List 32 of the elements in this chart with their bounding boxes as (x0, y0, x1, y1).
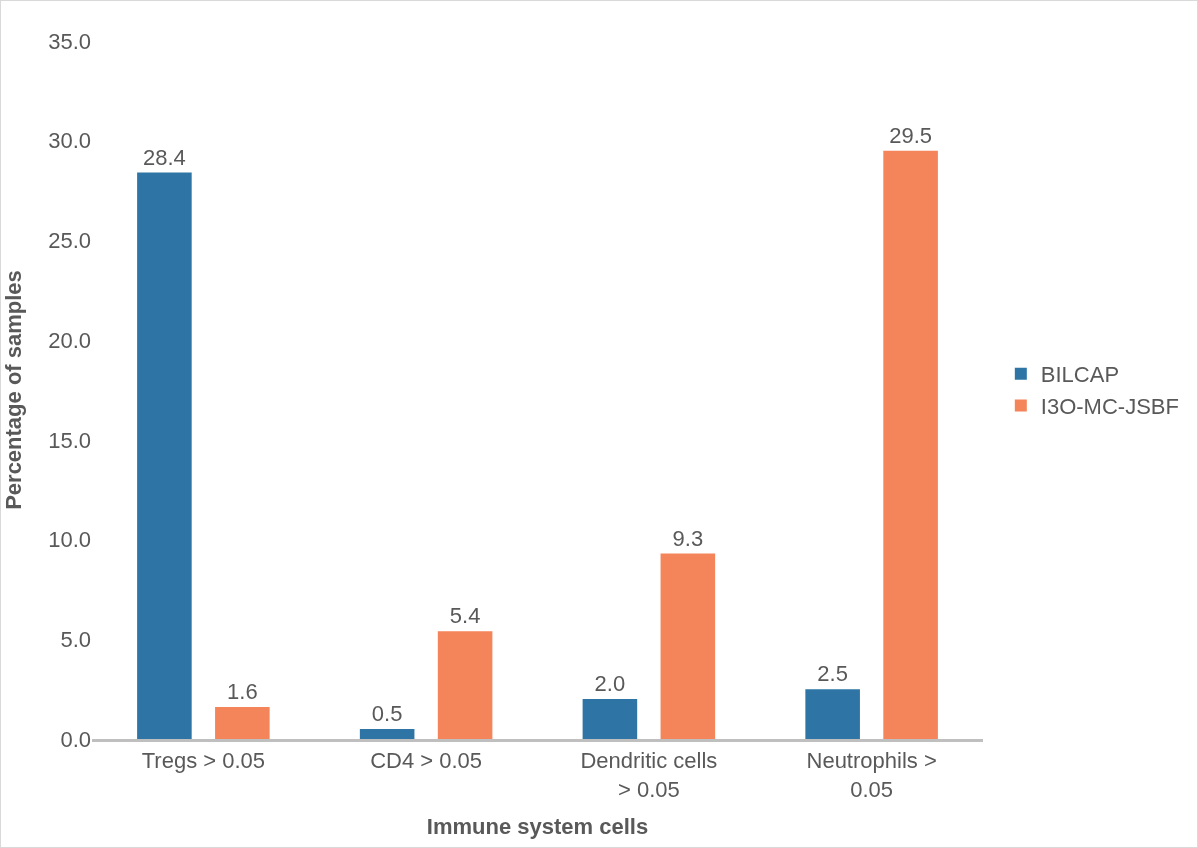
bar (437, 631, 493, 739)
x-tick-label: Dendritic cells > 0.05 (580, 748, 718, 802)
data-label: 2.0 (594, 671, 626, 697)
x-tick-label: Tregs > 0.05 (141, 748, 266, 774)
bar (359, 729, 415, 739)
data-label: 29.5 (889, 122, 933, 148)
x-tick-label: Neutrophils > 0.05 (806, 748, 937, 802)
data-label: 1.6 (227, 679, 258, 705)
data-label: 0.5 (371, 701, 403, 727)
x-axis-title: Immune system cells (426, 813, 649, 839)
y-tick-label: 35.0 (48, 28, 91, 54)
data-label: 9.3 (672, 525, 704, 551)
bar (805, 689, 860, 739)
y-tick-label: 25.0 (48, 228, 91, 254)
bar (215, 707, 270, 739)
bar (137, 172, 192, 739)
y-tick-label: 5.0 (60, 626, 91, 652)
y-tick-label: 0.0 (60, 726, 91, 752)
bar (660, 553, 716, 739)
legend-label: BILCAP (1040, 362, 1120, 388)
legend-label: I3O-MC-JSBF (1040, 393, 1179, 419)
data-label: 2.5 (817, 661, 848, 687)
y-axis-title: Percentage of samples (1, 270, 26, 510)
data-label: 5.4 (449, 603, 481, 629)
y-tick-label: 10.0 (48, 527, 91, 553)
bar (883, 150, 938, 739)
y-tick-label: 20.0 (48, 327, 91, 353)
y-tick-label: 30.0 (48, 128, 91, 154)
y-tick-label: 15.0 (48, 427, 91, 453)
data-label: 28.4 (142, 144, 186, 170)
bar (582, 699, 638, 739)
x-tick-label: CD4 > 0.05 (370, 748, 483, 774)
